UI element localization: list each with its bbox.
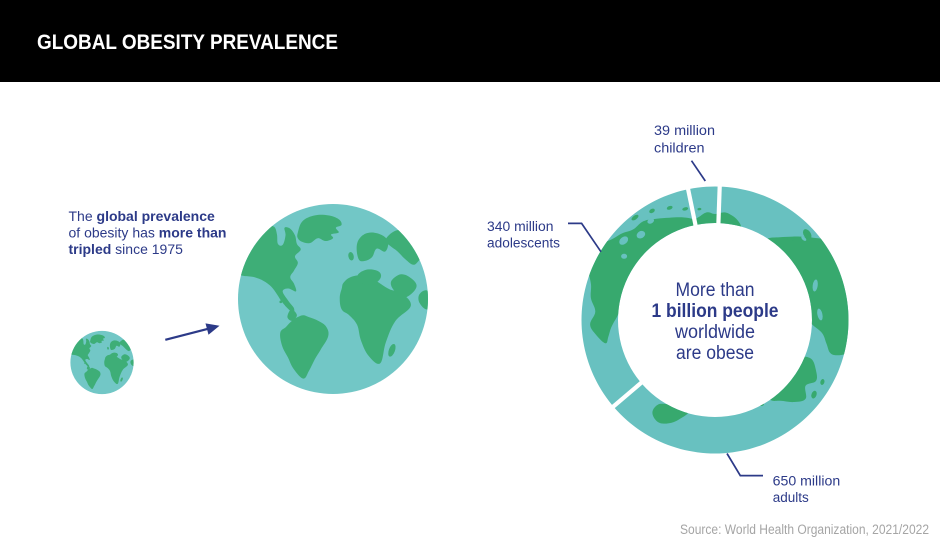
svg-text:adolescents: adolescents (487, 235, 560, 250)
svg-text:GLOBAL OBESITY PREVALENCE: GLOBAL OBESITY PREVALENCE (37, 31, 338, 54)
svg-text:are obese: are obese (676, 343, 754, 364)
svg-text:tripled since 1975: tripled since 1975 (69, 241, 184, 257)
svg-text:worldwide: worldwide (674, 322, 755, 343)
svg-text:340 million: 340 million (487, 219, 554, 234)
svg-text:More than: More than (676, 280, 755, 301)
svg-text:650 million: 650 million (773, 474, 841, 489)
svg-text:of obesity has more than: of obesity has more than (69, 225, 227, 241)
svg-text:The global prevalence: The global prevalence (69, 208, 215, 224)
svg-text:children: children (654, 140, 705, 155)
svg-text:Source: World Health Organizat: Source: World Health Organization, 2021/… (680, 522, 929, 537)
svg-text:39 million: 39 million (654, 123, 715, 138)
svg-text:adults: adults (773, 490, 809, 505)
svg-text:1 billion people: 1 billion people (652, 301, 779, 322)
